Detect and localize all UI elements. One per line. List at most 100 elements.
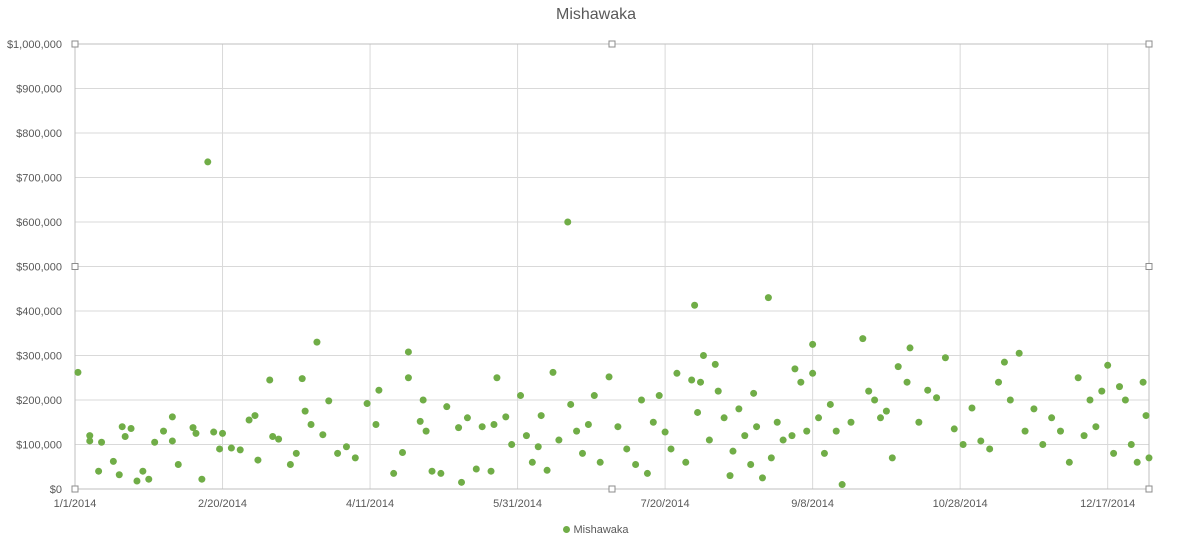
data-point bbox=[245, 416, 253, 424]
data-point bbox=[968, 404, 976, 412]
data-point bbox=[115, 471, 123, 479]
data-point bbox=[522, 432, 530, 440]
data-point bbox=[487, 467, 495, 475]
data-point bbox=[219, 429, 227, 437]
data-point bbox=[1121, 396, 1129, 404]
data-point bbox=[269, 432, 277, 440]
legend-label: Mishawaka bbox=[573, 524, 629, 536]
data-point bbox=[1000, 358, 1008, 366]
y-tick-label: $600,000 bbox=[16, 217, 62, 229]
data-point bbox=[838, 481, 846, 489]
data-point bbox=[192, 429, 200, 437]
data-point bbox=[655, 392, 663, 400]
data-point bbox=[416, 417, 424, 425]
data-point bbox=[729, 447, 737, 455]
data-point bbox=[1048, 414, 1056, 422]
y-tick-label: $0 bbox=[50, 484, 62, 496]
data-point bbox=[275, 435, 283, 443]
data-point bbox=[779, 436, 787, 444]
data-point bbox=[189, 424, 197, 432]
data-point bbox=[741, 432, 749, 440]
data-point bbox=[399, 449, 407, 457]
data-point bbox=[726, 472, 734, 480]
data-point bbox=[567, 400, 575, 408]
data-point bbox=[803, 427, 811, 435]
data-point bbox=[95, 467, 103, 475]
selection-handle bbox=[71, 40, 79, 48]
selection-handle bbox=[1145, 40, 1153, 48]
data-point bbox=[699, 352, 707, 359]
data-point bbox=[691, 301, 699, 309]
data-point bbox=[815, 414, 823, 422]
data-point bbox=[534, 443, 542, 451]
data-point bbox=[1086, 396, 1094, 404]
data-point bbox=[694, 408, 702, 416]
data-point bbox=[151, 438, 159, 446]
data-point bbox=[667, 445, 675, 453]
selection-handle bbox=[71, 485, 79, 493]
data-point bbox=[490, 420, 498, 428]
y-tick-label: $900,000 bbox=[16, 84, 62, 96]
data-point bbox=[404, 374, 412, 382]
data-point bbox=[809, 369, 817, 377]
data-point bbox=[924, 386, 932, 394]
data-point bbox=[286, 461, 294, 469]
data-point bbox=[584, 420, 592, 428]
data-point bbox=[334, 449, 342, 457]
data-point bbox=[254, 456, 262, 464]
data-point bbox=[422, 427, 430, 435]
data-point bbox=[826, 400, 834, 408]
data-point bbox=[375, 386, 383, 394]
data-point bbox=[549, 368, 557, 376]
data-point bbox=[1039, 441, 1047, 448]
data-point bbox=[573, 427, 581, 435]
selection-handle bbox=[608, 485, 616, 493]
data-point bbox=[1127, 441, 1135, 448]
data-point bbox=[711, 360, 719, 368]
data-point bbox=[661, 428, 669, 436]
data-point bbox=[596, 458, 604, 466]
data-point bbox=[809, 340, 817, 348]
data-point bbox=[720, 414, 728, 422]
data-point bbox=[174, 461, 182, 469]
y-tick-label: $300,000 bbox=[16, 351, 62, 363]
data-point bbox=[894, 363, 902, 371]
data-point bbox=[995, 378, 1003, 386]
data-point bbox=[86, 432, 94, 440]
data-point bbox=[145, 475, 153, 483]
data-point bbox=[1110, 449, 1118, 457]
data-point bbox=[517, 392, 525, 400]
data-point bbox=[797, 378, 805, 386]
data-point bbox=[871, 396, 879, 404]
data-point bbox=[1133, 458, 1141, 466]
data-point bbox=[632, 461, 640, 469]
x-tick-label: 7/20/2014 bbox=[641, 498, 690, 510]
selection-handle bbox=[71, 263, 79, 270]
data-point bbox=[959, 441, 967, 448]
data-point bbox=[977, 437, 985, 445]
x-tick-label: 12/17/2014 bbox=[1080, 498, 1135, 510]
data-point bbox=[236, 446, 244, 454]
data-point bbox=[139, 467, 147, 475]
data-point bbox=[986, 445, 994, 453]
data-point bbox=[419, 396, 427, 404]
data-point bbox=[643, 469, 651, 477]
data-point bbox=[649, 418, 657, 426]
data-point bbox=[623, 445, 631, 453]
x-tick-label: 1/1/2014 bbox=[54, 498, 97, 510]
data-point bbox=[463, 414, 471, 422]
data-point bbox=[933, 394, 941, 402]
data-point bbox=[227, 444, 235, 452]
data-point bbox=[121, 432, 129, 440]
data-point bbox=[458, 478, 466, 486]
data-point bbox=[888, 454, 896, 462]
data-point bbox=[1080, 432, 1088, 440]
selection-handle bbox=[1145, 263, 1153, 270]
data-point bbox=[764, 294, 772, 302]
data-point bbox=[1142, 412, 1150, 420]
data-point bbox=[673, 369, 681, 377]
data-point bbox=[865, 387, 873, 395]
data-point bbox=[325, 397, 333, 405]
data-point bbox=[266, 376, 274, 384]
data-point bbox=[605, 373, 613, 381]
